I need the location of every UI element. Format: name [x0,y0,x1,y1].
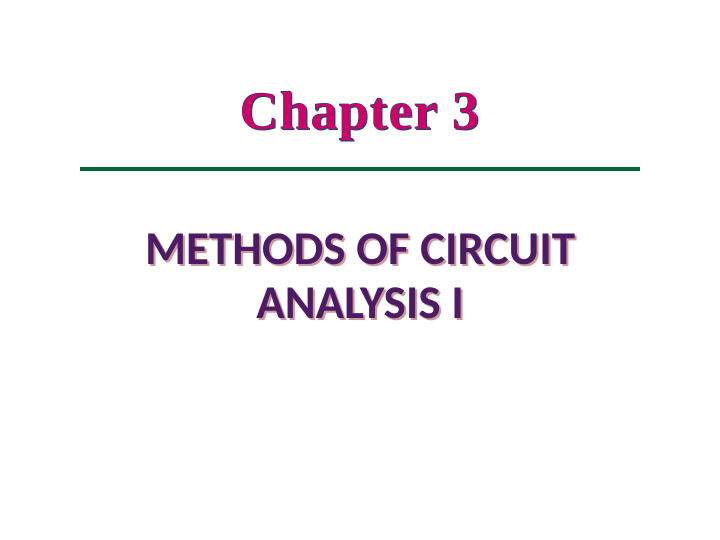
slide-container: Chapter 3 METHODS OF CIRCUIT ANALYSIS I [0,0,720,540]
main-heading: METHODS OF CIRCUIT ANALYSIS I [145,221,575,329]
main-heading-line1: METHODS OF CIRCUIT [145,219,575,277]
main-heading-line2: ANALYSIS I [256,273,464,331]
chapter-title: Chapter 3 [240,80,481,142]
divider-line [80,167,640,171]
